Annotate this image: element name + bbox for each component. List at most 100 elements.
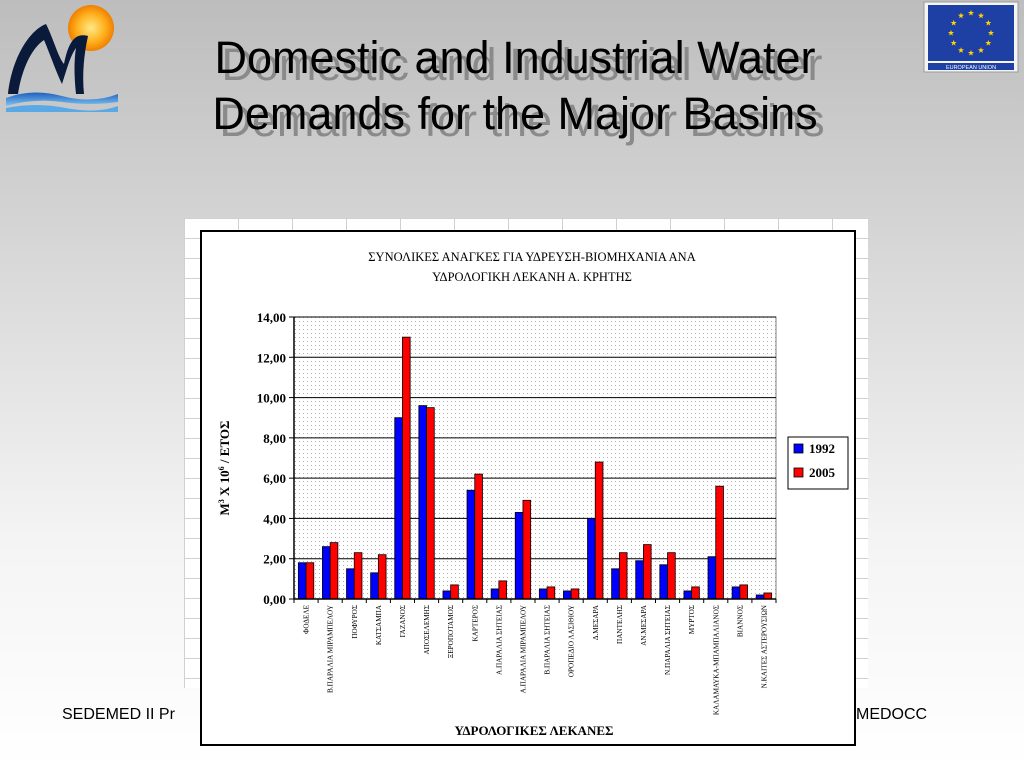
eu-star-icon xyxy=(950,19,957,26)
slide-title-line-1: Domestic and Industrial Water xyxy=(214,32,816,83)
sedemed-logo xyxy=(6,5,118,112)
eu-star-icon xyxy=(950,39,957,46)
legend-label-1992: 1992 xyxy=(809,441,835,456)
bar-2005-1 xyxy=(305,562,315,600)
footer-left-text: SEDEMED II Pr xyxy=(62,706,175,723)
bar-2005-4 xyxy=(377,554,387,600)
x-axis-label: ΥΔΡΟΛΟΓΙΚΕΣ ΛΕΚΑΝΕΣ xyxy=(455,723,614,738)
x-tick-label: Α.ΠΑΡΑΛΙΑ ΣΗΤΕΙΑΣ xyxy=(495,605,503,675)
y-tick-label: 2,00 xyxy=(263,552,286,567)
bar-1992-19 xyxy=(731,586,741,600)
bar-1992-14 xyxy=(611,568,620,600)
x-tick-label: Ν.ΠΑΡΑΛΙΑ ΣΗΤΕΙΑΣ xyxy=(664,605,672,675)
slide-title-line-2: Demands for the Major Basins xyxy=(212,88,818,139)
chart-legend: 1992 2005 xyxy=(787,436,849,490)
chart-frame: ΣΥΝΟΛΙΚΕΣ ΑΝΑΓΚΕΣ ΓΙΑ ΥΔΡΕΥΣΗ-ΒΙΟΜΗΧΑΝΙΑ… xyxy=(200,230,856,746)
bar-1992-2 xyxy=(322,546,331,600)
bar-1992-13 xyxy=(587,518,596,600)
bar-1992-4 xyxy=(370,572,379,600)
bar-2005-9 xyxy=(498,580,507,600)
bar-1992-12 xyxy=(563,590,572,600)
bar-1992-9 xyxy=(490,588,500,600)
plot-area xyxy=(293,316,777,600)
y-axis-label-sup-2: 6 xyxy=(217,466,226,470)
bar-1992-7 xyxy=(442,590,452,600)
bar-1992-10 xyxy=(514,511,524,600)
slide-title: Domestic and Industrial Water Demands fo… xyxy=(120,30,910,142)
bar-1992-1 xyxy=(297,562,307,600)
mountain-m-icon xyxy=(8,24,88,94)
bar-2005-18 xyxy=(715,485,724,600)
bar-2005-8 xyxy=(474,473,483,600)
bar-2005-16 xyxy=(667,552,676,600)
eu-star-icon xyxy=(977,12,985,19)
y-tick-label: 6,00 xyxy=(263,471,286,486)
eu-star-icon xyxy=(957,12,965,19)
eu-flag-icon: EUROPEAN UNION xyxy=(923,1,1019,73)
x-tick-label: ΚΑΤΣΑΜΠΑ xyxy=(375,604,383,645)
y-tick-label: 0,00 xyxy=(263,592,286,607)
bar-1992-17 xyxy=(683,590,693,600)
x-tick-label: Δ.ΜΕΣΑΡΑ xyxy=(592,604,600,640)
y-axis-label: M3 X 106 / ΕΤΟΣ xyxy=(217,420,232,515)
x-tick-label: ΠΑΝΤΕΛΗΣ xyxy=(616,605,624,644)
y-tick-label: 8,00 xyxy=(263,431,286,446)
eu-star-icon xyxy=(967,9,975,16)
legend-label-2005: 2005 xyxy=(809,465,836,480)
eu-flag-caption: EUROPEAN UNION xyxy=(946,65,996,71)
bar-1992-18 xyxy=(707,556,717,600)
bar-chart: ΣΥΝΟΛΙΚΕΣ ΑΝΑΓΚΕΣ ΓΙΑ ΥΔΡΕΥΣΗ-ΒΙΟΜΗΧΑΝΙΑ… xyxy=(217,250,849,738)
bar-2005-10 xyxy=(522,499,532,600)
x-tick-label: ΟΡΟΠΕΔΙΟ ΛΑΣΙΘΙΟΥ xyxy=(568,604,576,677)
y-tick-label: 12,00 xyxy=(257,350,286,365)
x-tick-label: ΞΕΡΟΠΟΤΑΜΟΣ xyxy=(447,605,455,658)
bar-1992-11 xyxy=(538,588,548,600)
bar-1992-3 xyxy=(346,568,355,600)
x-tick-label: ΚΑΡΤΕΡΟΣ xyxy=(471,605,479,642)
bar-1992-8 xyxy=(466,489,476,600)
chart-title-line-1: ΣΥΝΟΛΙΚΕΣ ΑΝΑΓΚΕΣ ΓΙΑ ΥΔΡΕΥΣΗ-ΒΙΟΜΗΧΑΝΙΑ… xyxy=(368,250,695,264)
bar-1992-5 xyxy=(394,417,403,600)
eu-star-icon xyxy=(987,29,995,36)
x-tick-label: ΓΑΖΑΝΟΣ xyxy=(399,605,407,637)
eu-star-icon xyxy=(977,47,985,53)
bar-2005-20 xyxy=(763,592,773,600)
bar-2005-7 xyxy=(450,584,459,600)
x-tick-label: ΒΙΑΝΝΟΣ xyxy=(736,605,744,637)
x-tick-label: Ν.ΚΑΙΤΕΣ ΑΣΤΕΡΟΥΣΙΩΝ xyxy=(760,604,768,688)
eu-star-icon xyxy=(985,39,992,46)
eu-star-icon xyxy=(947,29,955,36)
eu-star-icon xyxy=(985,19,992,26)
bar-2005-5 xyxy=(402,336,411,600)
bar-2005-13 xyxy=(594,461,604,600)
bar-2005-6 xyxy=(426,407,435,600)
x-tick-label: Β.ΠΑΡΑΛΙΑ ΜΙΡΑΜΠΕΛΟΥ xyxy=(327,604,335,693)
legend-swatch-1992 xyxy=(793,443,804,454)
eu-star-icon xyxy=(967,49,975,56)
bar-1992-6 xyxy=(418,405,427,600)
x-tick-label: Α.ΠΑΡΑΛΙΑ ΜΙΡΑΜΠΕΛΟΥ xyxy=(519,604,527,693)
y-axis-label-sup-1: 3 xyxy=(217,499,226,503)
bar-2005-3 xyxy=(353,552,363,600)
x-tick-label: Β.ΠΑΡΑΛΙΑ ΣΗΤΕΙΑΣ xyxy=(544,605,552,675)
bar-1992-16 xyxy=(659,564,668,600)
x-tick-label: ΑΠΟΣΕΛΕΜΗΣ xyxy=(423,605,431,655)
bar-1992-15 xyxy=(635,560,644,600)
bar-2005-19 xyxy=(739,584,748,600)
footer-right-text: MEDOCC xyxy=(856,706,928,723)
bar-2005-12 xyxy=(570,588,580,600)
y-tick-label: 10,00 xyxy=(257,391,286,406)
chart-title-line-2: ΥΔΡΟΛΟΓΙΚΗ ΛΕΚΑΝΗ Α. ΚΡΗΤΗΣ xyxy=(432,270,632,284)
bar-2005-2 xyxy=(329,542,339,600)
x-tick-label: ΜΥΡΤΟΣ xyxy=(688,605,696,634)
legend-swatch-2005 xyxy=(793,467,804,478)
x-tick-label: ΚΑΛΑΜΑΥΚΑ-ΜΠΑΜΠΑΛΙΑΝΟΣ xyxy=(712,605,720,715)
y-tick-label: 4,00 xyxy=(263,511,286,526)
bar-2005-14 xyxy=(618,552,628,600)
eu-star-icon xyxy=(957,47,965,53)
bar-2005-15 xyxy=(643,544,652,600)
waves-icon xyxy=(6,92,118,106)
bar-2005-17 xyxy=(691,586,700,600)
x-tick-label: ΠΟΦΥΡΟΣ xyxy=(351,605,359,639)
x-tick-label: ΑΝ.ΜΕΣΑΡΑ xyxy=(640,604,648,646)
